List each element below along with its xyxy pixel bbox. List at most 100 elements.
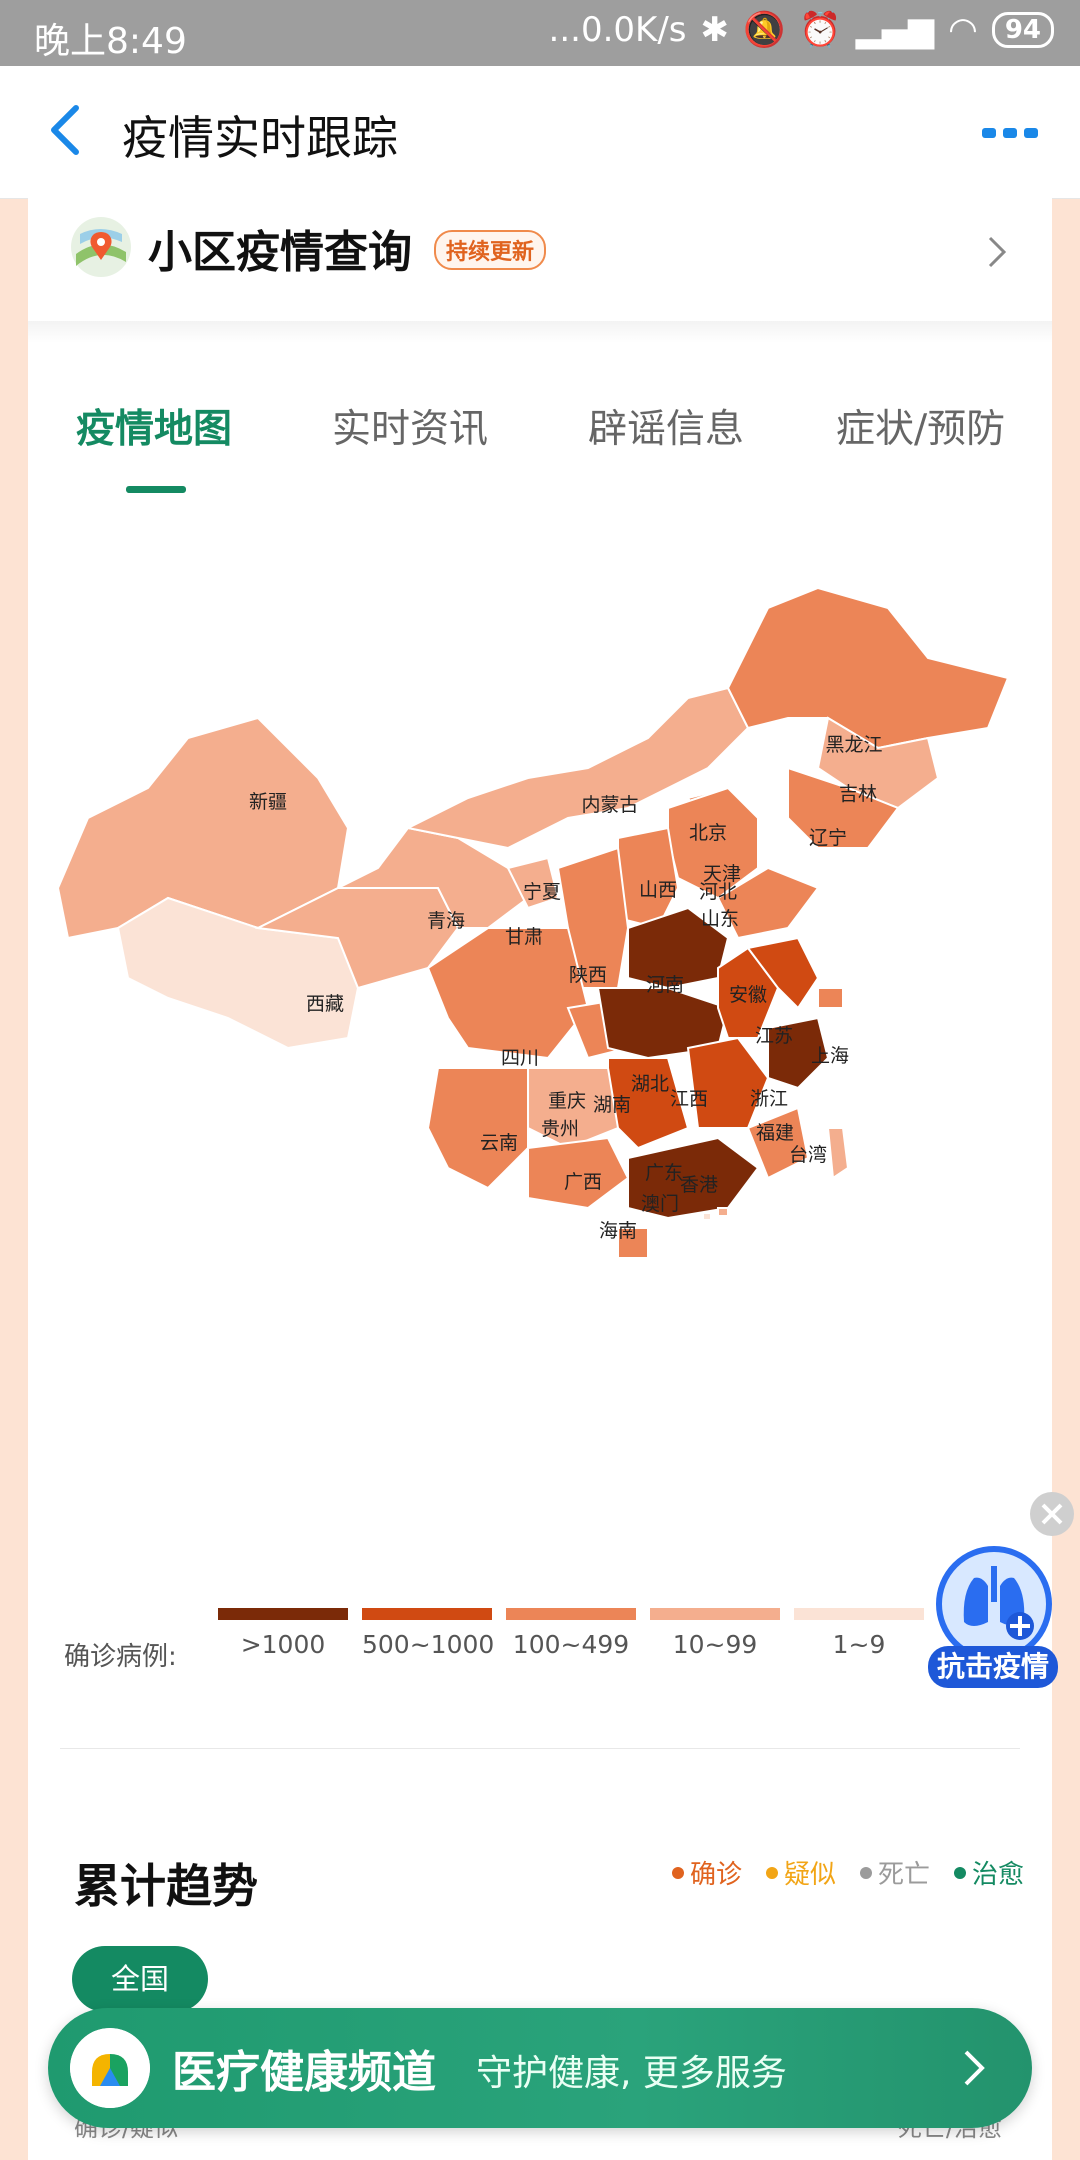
fight-epidemic-button[interactable]: 抗击疫情 — [928, 1546, 1058, 1696]
legend-label: 确诊病例: — [64, 1642, 177, 1672]
province-label: 香港 — [680, 1174, 718, 1196]
province-shape[interactable] — [527, 1136, 630, 1210]
province-label: 台湾 — [789, 1144, 827, 1166]
legend-death-label: 死亡 — [877, 1860, 930, 1890]
active-tab-indicator — [126, 486, 186, 493]
legend-swatch — [794, 1608, 924, 1620]
province-shape[interactable] — [716, 866, 820, 940]
province-label: 江西 — [670, 1088, 708, 1110]
tab-realtime-news[interactable]: 实时资讯 — [332, 407, 489, 452]
health-channel-title: 医疗健康频道 — [172, 2047, 436, 2098]
section-divider — [60, 1748, 1020, 1749]
tab-epidemic-map[interactable]: 疫情地图 — [76, 407, 233, 452]
province-label: 湖南 — [593, 1094, 631, 1116]
page-title: 疫情实时跟踪 — [122, 111, 398, 165]
province-label: 宁夏 — [523, 881, 561, 903]
province-shape[interactable] — [686, 1036, 770, 1129]
province-label: 四川 — [501, 1047, 539, 1069]
province-label: 江苏 — [755, 1025, 793, 1047]
legend-item-gt1000: >1000 — [218, 1608, 348, 1659]
mute-icon: 🔕 — [743, 10, 786, 50]
province-label: 吉林 — [839, 783, 877, 805]
legend-cured-label: 治愈 — [971, 1860, 1024, 1890]
confirmed-dot-icon — [671, 1866, 684, 1879]
tab-rumor-debunk[interactable]: 辟谣信息 — [588, 407, 745, 452]
status-time: 晚上8:49 — [34, 21, 187, 62]
community-query-label: 小区疫情查询 — [148, 227, 412, 278]
province-label: 福建 — [756, 1122, 794, 1144]
nav-bar: 疫情实时跟踪 — [0, 66, 1080, 199]
province-label: 新疆 — [249, 791, 287, 813]
province-label: 甘肃 — [505, 926, 543, 948]
province-shape[interactable] — [817, 987, 844, 1009]
update-badge: 持续更新 — [434, 230, 547, 270]
legend-swatch — [218, 1608, 348, 1620]
legend-confirmed[interactable]: 确诊 — [671, 1854, 742, 1891]
legend-item-1-9: 1~9 — [794, 1608, 924, 1659]
community-query-row[interactable]: 小区疫情查询 持续更新 — [28, 198, 1052, 321]
legend-text: 500~1000 — [362, 1630, 495, 1659]
province-shape[interactable] — [506, 856, 560, 910]
tab-symptoms-prevention[interactable]: 症状/预防 — [836, 407, 1006, 452]
death-dot-icon — [859, 1866, 872, 1879]
legend-text: 1~9 — [832, 1630, 886, 1659]
province-shape[interactable] — [717, 1207, 729, 1217]
province-shape[interactable] — [826, 1127, 850, 1180]
status-icons: ...0.0K/s ✱ 🔕 ⏰ ▂▄▆ ◠ 94 — [549, 10, 1054, 50]
battery-indicator: 94 — [991, 12, 1054, 48]
province-label: 浙江 — [750, 1088, 788, 1110]
province-label: 重庆 — [548, 1090, 586, 1112]
province-shape[interactable] — [702, 1212, 712, 1221]
province-shape[interactable] — [767, 1016, 830, 1090]
map-pin-icon — [71, 217, 131, 277]
province-label: 广西 — [564, 1171, 602, 1193]
province-shapes — [56, 586, 1010, 1259]
province-label: 山东 — [701, 908, 739, 930]
legend-swatch — [362, 1608, 492, 1620]
province-shape[interactable] — [746, 936, 820, 1010]
legend-suspected-label: 疑似 — [783, 1860, 836, 1890]
fight-epidemic-label: 抗击疫情 — [928, 1646, 1058, 1688]
province-label: 内蒙古 — [581, 794, 638, 816]
province-shape[interactable] — [426, 1067, 529, 1190]
province-label: 上海 — [811, 1045, 849, 1067]
wifi-icon: ◠ — [948, 10, 978, 50]
province-label: 湖北 — [631, 1073, 669, 1095]
province-shape[interactable] — [787, 766, 900, 849]
legend-text: 10~99 — [672, 1630, 758, 1659]
province-label: 河北 — [699, 881, 737, 903]
province-shape[interactable] — [617, 1227, 649, 1259]
health-channel-logo-icon — [70, 2028, 150, 2108]
province-label: 安徽 — [729, 984, 767, 1006]
cured-dot-icon — [953, 1866, 966, 1879]
legend-item-500-1000: 500~1000 — [362, 1608, 494, 1659]
province-label: 澳门 — [641, 1193, 679, 1215]
province-shape[interactable] — [726, 586, 1010, 750]
more-options-icon[interactable] — [980, 118, 1040, 148]
alarm-icon: ⏰ — [799, 10, 842, 50]
close-float-icon[interactable] — [1030, 1492, 1074, 1536]
trend-title: 累计趋势 — [74, 1859, 258, 1913]
main-content: 小区疫情查询 持续更新 疫情地图 实时资讯 辟谣信息 症状/预防 新疆 西藏 青海甘… — [28, 198, 1052, 2160]
back-arrow-icon[interactable] — [38, 100, 98, 160]
health-channel-banner[interactable]: 医疗健康频道 守护健康, 更多服务 — [48, 2008, 1032, 2128]
chevron-right-icon — [964, 2050, 985, 2086]
legend-suspected[interactable]: 疑似 — [765, 1854, 836, 1891]
province-shape[interactable] — [746, 1106, 810, 1180]
signal-icon: ▂▄▆ — [855, 10, 935, 50]
province-label: 贵州 — [541, 1118, 579, 1140]
province-shape[interactable] — [816, 716, 940, 810]
legend-cured[interactable]: 治愈 — [953, 1854, 1024, 1891]
province-label: 云南 — [480, 1132, 518, 1154]
legend-text: >1000 — [240, 1630, 326, 1659]
legend-death[interactable]: 死亡 — [859, 1854, 930, 1891]
province-label: 北京 — [689, 822, 727, 844]
legend-item-10-99: 10~99 — [650, 1608, 780, 1659]
province-shape[interactable] — [116, 896, 360, 1050]
bluetooth-icon: ✱ — [700, 10, 730, 50]
province-shape[interactable] — [426, 927, 590, 1060]
section-separator — [28, 321, 1052, 343]
region-pill-national[interactable]: 全国 — [72, 1946, 208, 2012]
province-label: 山西 — [639, 879, 677, 901]
